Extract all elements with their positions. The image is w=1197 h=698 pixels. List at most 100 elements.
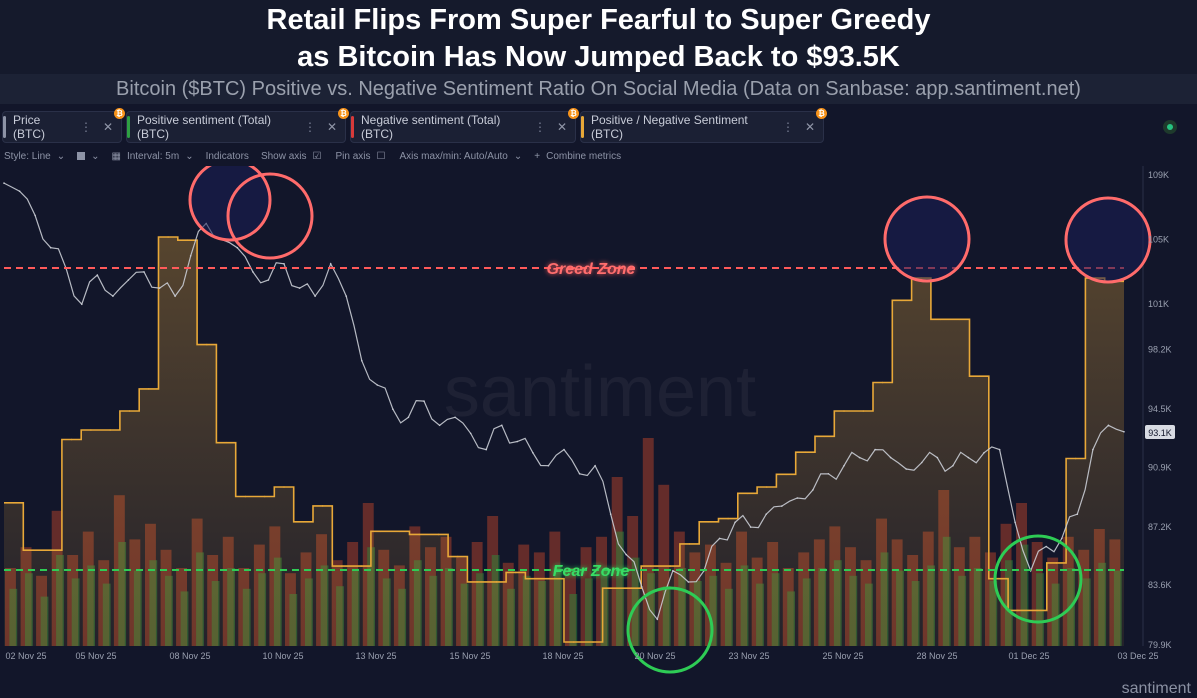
interval-select[interactable]: Interval: 5m bbox=[126, 150, 180, 162]
ratio-point bbox=[399, 530, 401, 533]
ratio-point bbox=[630, 587, 633, 589]
price-point bbox=[361, 359, 363, 362]
metric-tab-negative-sentiment[interactable]: Negative sentiment (Total) (BTC) ⋮ ✕ ₿ bbox=[350, 108, 579, 143]
y-tick-label: 109K bbox=[1148, 170, 1169, 180]
price-point bbox=[127, 279, 130, 281]
ratio-point bbox=[437, 533, 440, 536]
close-icon[interactable]: ✕ bbox=[102, 120, 113, 134]
price-point bbox=[407, 416, 410, 419]
price-point bbox=[796, 497, 799, 499]
chevron-down-icon[interactable]: ⌄ bbox=[56, 150, 66, 162]
ratio-point bbox=[708, 521, 710, 523]
ratio-point bbox=[476, 581, 478, 583]
ratio-point bbox=[572, 641, 575, 643]
more-options-icon[interactable]: ⋮ bbox=[79, 120, 92, 134]
ratio-point bbox=[148, 388, 150, 390]
ratio-point bbox=[514, 571, 517, 574]
ratio-point bbox=[90, 429, 92, 431]
ratio-point bbox=[51, 549, 54, 551]
ratio-point bbox=[302, 521, 305, 523]
close-icon[interactable]: ✕ bbox=[556, 120, 567, 134]
indicators-menu[interactable]: Indicators bbox=[205, 150, 249, 162]
price-point bbox=[81, 303, 83, 305]
x-tick-label: 25 Nov 25 bbox=[822, 651, 863, 661]
ratio-point bbox=[592, 641, 594, 643]
price-point bbox=[609, 513, 612, 515]
price-point bbox=[236, 246, 239, 249]
ratio-point bbox=[766, 486, 768, 488]
chevron-down-icon[interactable]: ⌄ bbox=[513, 150, 523, 162]
checkbox-checked-icon[interactable]: ☑ bbox=[312, 150, 322, 162]
ratio-point bbox=[650, 565, 652, 567]
show-axis-toggle[interactable]: Show axis bbox=[260, 150, 307, 162]
live-status-icon bbox=[1163, 120, 1177, 134]
ratio-point bbox=[1055, 562, 1058, 564]
price-point bbox=[34, 214, 36, 217]
chevron-down-icon[interactable]: ⌄ bbox=[91, 150, 100, 162]
watermark: santiment bbox=[444, 352, 756, 432]
price-point bbox=[983, 452, 985, 454]
chart-toolbar: Style: Line ⌄ ⌄ ▦ Interval: 5m ⌄ Indicat… bbox=[0, 146, 1140, 166]
style-select[interactable]: Style: Line bbox=[4, 150, 51, 162]
fear-zone-label: Fear Zone bbox=[553, 563, 630, 580]
checkbox-icon[interactable]: ☐ bbox=[376, 150, 386, 162]
ratio-point bbox=[283, 486, 285, 488]
ratio-point bbox=[321, 505, 324, 507]
ratio-point bbox=[901, 299, 903, 302]
price-point bbox=[641, 586, 643, 588]
metric-tab-price[interactable]: Price (BTC) ⋮ ✕ ₿ bbox=[2, 108, 125, 143]
y-tick-label: 79.9K bbox=[1148, 640, 1172, 650]
more-options-icon[interactable]: ⋮ bbox=[533, 120, 546, 134]
ratio-point bbox=[1017, 609, 1019, 612]
price-point bbox=[469, 432, 472, 435]
metric-tab-label: Positive / Negative Sentiment (BTC) bbox=[591, 113, 748, 141]
metric-tab-label: Negative sentiment (Total) (BTC) bbox=[361, 113, 501, 141]
metric-tab-positive-sentiment[interactable]: Positive sentiment (Total) (BTC) ⋮ ✕ ₿ bbox=[126, 108, 349, 143]
price-point bbox=[3, 182, 5, 184]
ratio-point bbox=[553, 577, 556, 580]
more-options-icon[interactable]: ⋮ bbox=[303, 120, 316, 134]
combine-metrics-button[interactable]: Combine metrics bbox=[546, 150, 622, 162]
y-tick-label: 83.6K bbox=[1148, 580, 1172, 590]
ratio-point bbox=[12, 502, 15, 504]
metric-color-bar bbox=[3, 116, 6, 138]
x-tick-label: 08 Nov 25 bbox=[169, 651, 210, 661]
positive-sentiment-bar bbox=[1005, 560, 1013, 646]
price-point bbox=[889, 456, 892, 459]
price-point bbox=[921, 461, 923, 464]
ratio-point bbox=[109, 429, 111, 431]
chevron-down-icon[interactable]: ⌄ bbox=[185, 150, 194, 162]
price-point bbox=[718, 537, 721, 540]
ratio-point bbox=[746, 492, 749, 495]
ratio-point bbox=[997, 577, 1000, 580]
ratio-point bbox=[939, 318, 942, 321]
pin-axis-toggle[interactable]: Pin axis bbox=[335, 150, 371, 162]
price-point bbox=[314, 295, 316, 297]
close-icon[interactable]: ✕ bbox=[804, 120, 815, 134]
more-options-icon[interactable]: ⋮ bbox=[781, 120, 794, 134]
price-point bbox=[18, 190, 21, 192]
axis-minmax-select[interactable]: Axis max/min: Auto/Auto bbox=[399, 150, 508, 162]
metric-color-bar bbox=[351, 116, 354, 138]
calendar-icon: ▦ bbox=[111, 150, 121, 162]
ratio-point bbox=[379, 530, 382, 533]
metric-tabs: Price (BTC) ⋮ ✕ ₿ Positive sentiment (To… bbox=[0, 108, 827, 146]
ratio-point bbox=[881, 381, 884, 384]
plus-icon[interactable]: + bbox=[534, 150, 541, 162]
close-icon[interactable]: ✕ bbox=[326, 120, 337, 134]
fear-zone-glow: Fear Zone bbox=[553, 563, 630, 580]
y-tick-label: 90.9K bbox=[1148, 462, 1172, 472]
color-swatch-icon[interactable] bbox=[77, 152, 86, 160]
x-tick-label: 13 Nov 25 bbox=[355, 651, 396, 661]
price-point bbox=[781, 505, 783, 507]
ratio-point bbox=[978, 375, 980, 377]
price-point bbox=[1123, 431, 1125, 433]
ratio-point bbox=[688, 543, 691, 545]
price-point bbox=[1014, 521, 1016, 524]
price-point bbox=[392, 408, 394, 410]
price-point bbox=[858, 456, 861, 459]
metric-tab-ratio[interactable]: Positive / Negative Sentiment (BTC) ⋮ ✕ … bbox=[580, 108, 827, 143]
fear-highlight-circle bbox=[626, 586, 714, 674]
ratio-point bbox=[843, 410, 845, 412]
price-point bbox=[532, 452, 534, 454]
